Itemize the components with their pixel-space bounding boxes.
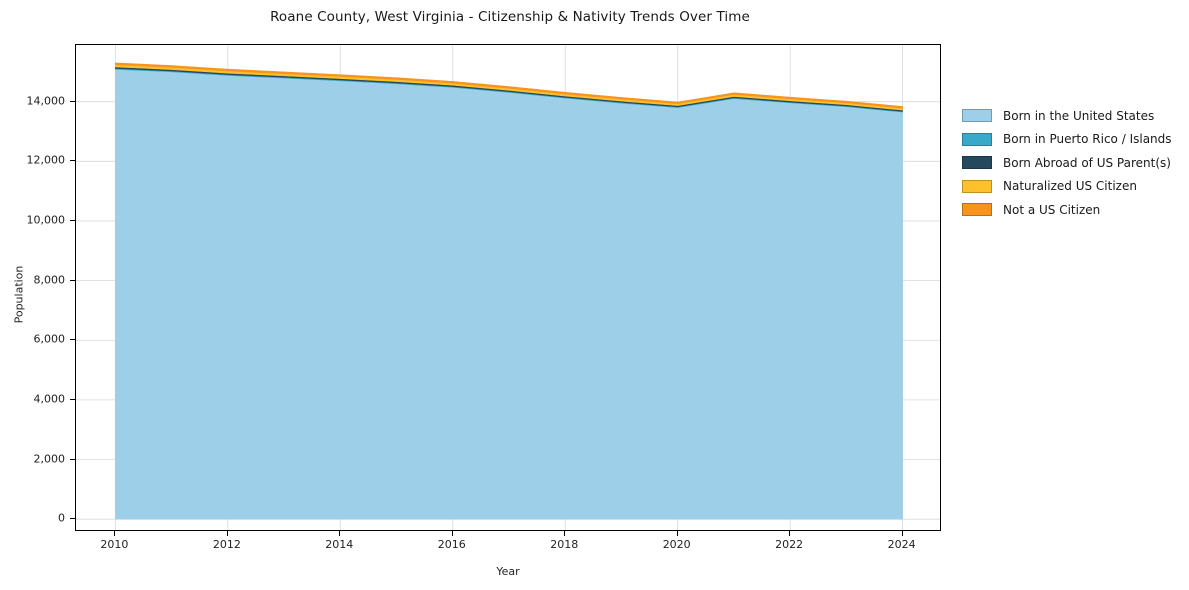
y-axis-tick-mark [70,518,75,520]
x-axis-tick-label: 2018 [550,538,579,551]
x-axis-tick-mark [676,531,678,536]
legend-item[interactable]: Not a US Citizen [962,198,1188,222]
x-axis-tick-label: 2022 [775,538,804,551]
y-axis-tick-mark [70,279,75,281]
y-axis-tick-mark [70,160,75,162]
y-axis-tick-label: 2,000 [33,452,66,466]
legend-item-label: Born in the United States [1003,108,1155,123]
x-axis-tick-label: 2024 [887,538,916,551]
legend-item-label: Not a US Citizen [1003,202,1101,217]
stacked-area-plot [76,45,940,530]
y-axis-tick-mark [70,458,75,460]
y-axis-tick-label: 0 [58,511,65,525]
x-axis-tick-label: 2016 [437,538,466,551]
x-axis-tick-mark [451,531,453,536]
x-axis-tick-mark [339,531,341,536]
x-axis-tick-label: 2012 [212,538,241,551]
x-axis-tick-mark [564,531,566,536]
legend-swatch-icon [962,203,992,217]
y-axis-tick-label: 14,000 [26,94,66,108]
legend-swatch-icon [962,156,992,170]
x-axis-tick-mark [789,531,791,536]
y-axis-tick-label: 4,000 [33,392,66,406]
x-axis-tick-mark [114,531,116,536]
y-axis-tick-mark [70,219,75,221]
legend-item-label: Born in Puerto Rico / Islands [1003,132,1172,147]
plot-area [75,44,941,531]
x-axis-tick-label: 2014 [325,538,354,551]
legend-swatch-icon [962,132,992,146]
x-axis-label: Year [496,565,520,578]
chart-legend: Born in the United States Born in Puerto … [962,104,1188,222]
legend-swatch-icon [962,109,992,123]
y-axis-tick-label: 6,000 [33,332,66,346]
y-axis-tick-mark [70,100,75,102]
legend-item-label: Born Abroad of US Parent(s) [1003,155,1171,170]
chart-title: Roane County, West Virginia - Citizenshi… [270,9,750,25]
x-axis-tick-label: 2020 [662,538,691,551]
legend-swatch-icon [962,179,992,193]
legend-item[interactable]: Born in the United States [962,104,1188,128]
legend-item[interactable]: Born Abroad of US Parent(s) [962,151,1188,175]
x-axis-tick-label: 2010 [100,538,129,551]
x-axis-tick-mark [901,531,903,536]
legend-item[interactable]: Born in Puerto Rico / Islands [962,128,1188,152]
y-axis-tick-label: 12,000 [26,153,66,167]
y-axis-tick-label: 10,000 [26,213,66,227]
y-axis-tick-label: 8,000 [33,273,66,287]
area-series-4 [115,62,903,109]
area-series-0 [115,69,903,520]
x-axis-tick-mark [226,531,228,536]
y-axis-tick-mark [70,339,75,341]
legend-item[interactable]: Naturalized US Citizen [962,175,1188,199]
legend-item-label: Naturalized US Citizen [1003,179,1137,194]
y-axis-tick-mark [70,398,75,400]
